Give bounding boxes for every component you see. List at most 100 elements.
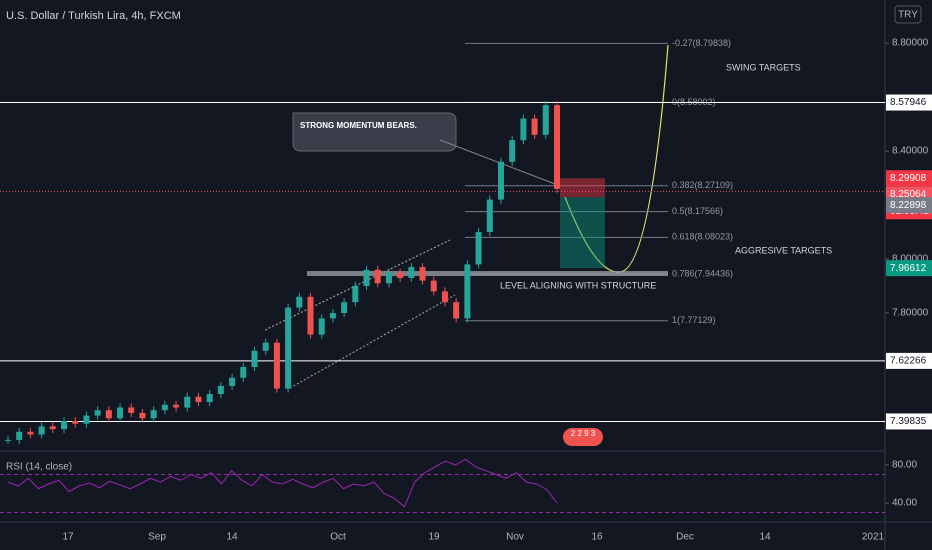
candle — [285, 307, 292, 389]
candle — [385, 272, 392, 284]
candle — [262, 342, 269, 351]
candle — [307, 296, 314, 335]
channel-line — [289, 294, 456, 389]
candle — [374, 269, 381, 284]
candle — [83, 415, 90, 424]
time-label: 14 — [226, 532, 238, 543]
candle — [161, 404, 168, 411]
candle — [296, 296, 303, 308]
candle — [38, 426, 45, 435]
candle — [105, 410, 112, 419]
rsi-tick-label: 80.00 — [892, 460, 917, 471]
level-label: LEVEL ALIGNING WITH STRUCTURE — [500, 280, 656, 290]
candle — [318, 318, 325, 335]
candle — [5, 439, 11, 441]
price-tag — [886, 260, 932, 277]
currency-button[interactable] — [894, 5, 922, 24]
price-tag — [886, 352, 932, 369]
fib-label: 0.382(8.27109) — [672, 180, 733, 190]
candle — [217, 385, 224, 394]
price-tag — [886, 94, 932, 111]
stop-zone — [560, 178, 605, 198]
fib-label: 1(7.77129) — [672, 315, 716, 325]
candle — [464, 264, 471, 319]
time-label: Oct — [330, 532, 346, 543]
candle — [251, 350, 258, 367]
candle — [542, 105, 549, 135]
fib-label: 0.5(8.17566) — [672, 206, 723, 216]
candle — [352, 286, 359, 303]
candle — [497, 161, 504, 200]
candle — [397, 272, 404, 278]
badge — [563, 428, 603, 446]
price-tag-label: 8.29908 — [890, 173, 927, 184]
candle — [229, 377, 236, 386]
candle — [520, 118, 527, 141]
price-tag-label: 8.22898 — [890, 200, 927, 211]
price-tick-label: 8.80000 — [892, 38, 929, 49]
candle — [475, 232, 482, 265]
symbol-title: U.S. Dollar / Turkish Lira, 4h, FXCM — [6, 10, 181, 22]
currency-label[interactable]: TRY — [898, 10, 918, 21]
candle — [117, 407, 124, 419]
candle — [150, 410, 157, 419]
fib-label: 0(8.58002) — [672, 97, 716, 107]
candle — [341, 302, 348, 313]
swing-label: SWING TARGETS — [726, 62, 801, 72]
price-tag — [886, 170, 932, 187]
candle — [486, 199, 493, 232]
candle — [408, 267, 415, 278]
candle — [453, 302, 460, 319]
candle — [61, 421, 68, 430]
candle — [363, 269, 370, 286]
candle — [139, 412, 146, 419]
time-label: 16 — [591, 532, 603, 543]
candle — [195, 396, 202, 403]
candle — [419, 267, 426, 281]
candle — [16, 431, 23, 440]
price-tag-label: 7.39835 — [890, 416, 927, 427]
time-label: Nov — [506, 532, 524, 543]
rsi-line — [7, 458, 558, 508]
candle — [128, 407, 135, 413]
candle — [206, 394, 213, 403]
price-tag-label: 7.62266 — [890, 356, 927, 367]
candle — [72, 421, 79, 424]
candle — [329, 313, 336, 319]
structure-level — [307, 271, 668, 277]
price-tag-label: 8.57946 — [890, 97, 927, 108]
candle — [173, 404, 180, 408]
price-tag — [886, 413, 932, 430]
price-tag-label: 7.96612 — [890, 263, 927, 274]
price-tag — [886, 197, 932, 214]
callout-text: STRONG MOMENTUM BEARS. — [300, 121, 417, 130]
candle — [27, 431, 34, 435]
projection-curve — [564, 44, 669, 273]
price-tick-label: 8.40000 — [892, 146, 929, 157]
fib-label: -0.27(8.79838) — [672, 38, 731, 48]
candle — [430, 280, 437, 292]
candle — [240, 367, 247, 378]
price-tag-label: 8.25064 — [890, 189, 927, 200]
price-tick-label: 8.00000 — [892, 254, 929, 265]
fib-label: 0.786(7.94436) — [672, 268, 733, 278]
candle — [531, 118, 538, 135]
time-label: 19 — [428, 532, 440, 543]
callout-pointer — [439, 139, 556, 185]
candle — [554, 105, 560, 189]
time-label: 14 — [759, 532, 771, 543]
price-tick-label: 7.80000 — [892, 308, 929, 319]
time-label: 17 — [62, 532, 74, 543]
candle — [441, 291, 448, 303]
candle — [49, 426, 56, 430]
candle — [94, 410, 101, 416]
candle — [273, 342, 280, 389]
candle — [184, 396, 191, 408]
rsi-label: RSI (14, close) — [6, 462, 72, 473]
callout-box — [292, 112, 457, 152]
time-label: Dec — [676, 532, 694, 543]
rsi-tick-label: 40.00 — [892, 498, 917, 509]
badge-text: 2 2 9 3 — [571, 429, 596, 438]
aggressive-label: AGGRESIVE TARGETS — [735, 245, 832, 255]
